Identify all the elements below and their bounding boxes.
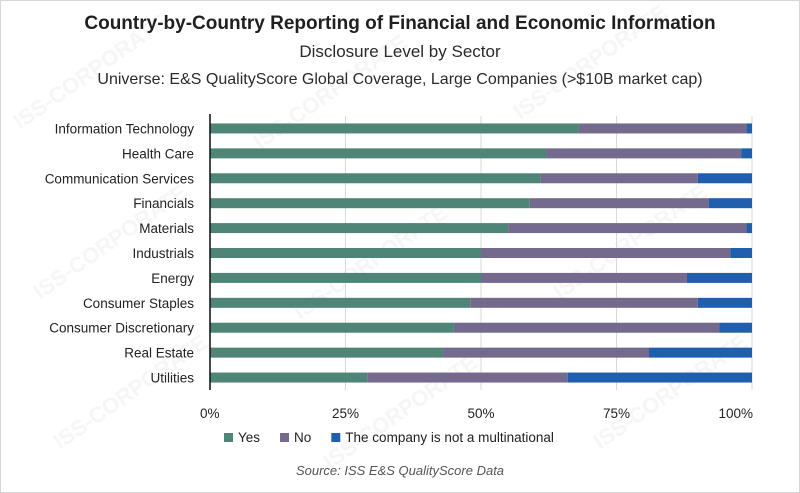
category-label: Communication Services — [45, 171, 195, 186]
bar-no-segment — [367, 372, 568, 383]
category-label: Consumer Discretionary — [49, 321, 194, 336]
bar-no-segment — [481, 248, 731, 258]
bar-the-segment — [697, 297, 752, 308]
bar-the-segment — [719, 322, 752, 333]
bar-yes-segment — [210, 322, 454, 333]
legend-label: The company is not a multinational — [345, 430, 554, 445]
bar-no-segment — [546, 148, 742, 159]
watermark-text: ISS-CORPORATE — [249, 29, 412, 154]
legend-swatch — [331, 433, 341, 442]
bar-no-segment — [529, 198, 709, 209]
bar-yes-segment — [210, 297, 471, 308]
category-label: Financials — [133, 196, 194, 211]
legend-label: Yes — [238, 430, 260, 445]
watermark-text: ISS-CORPORATE — [9, 9, 172, 134]
bar-the-segment — [697, 173, 752, 184]
x-tick-label: 75% — [603, 406, 630, 421]
bar-yes-segment — [210, 347, 444, 358]
bar-no-segment — [578, 123, 747, 134]
watermark-text: ISS-CORPORATE — [509, 0, 672, 124]
x-tick-label: 25% — [332, 406, 359, 421]
bar-yes-segment — [210, 198, 530, 209]
category-label: Materials — [139, 221, 194, 236]
legend-swatch — [224, 433, 233, 442]
bar-yes-segment — [210, 173, 541, 184]
category-label: Health Care — [122, 146, 194, 161]
bar-yes-segment — [210, 223, 509, 234]
bar-the-segment — [730, 248, 752, 258]
x-tick-label: 0% — [200, 406, 220, 421]
bar-the-segment — [567, 372, 752, 383]
x-tick-label: 50% — [467, 406, 494, 421]
bar-the-segment — [746, 123, 752, 134]
bar-no-segment — [508, 223, 747, 234]
bar-the-segment — [741, 148, 752, 159]
category-label: Utilities — [150, 371, 194, 386]
category-label: Consumer Staples — [83, 296, 194, 311]
category-label: Energy — [151, 271, 194, 286]
category-label: Information Technology — [55, 121, 195, 136]
bar-yes-segment — [210, 248, 481, 258]
bar-yes-segment — [210, 148, 547, 159]
bar-yes-segment — [210, 272, 481, 283]
bar-no-segment — [481, 272, 687, 283]
bar-the-segment — [686, 272, 752, 283]
legend-swatch — [280, 433, 290, 442]
bar-no-segment — [453, 322, 720, 333]
bar-yes-segment — [210, 372, 368, 383]
category-label: Real Estate — [124, 346, 194, 361]
bar-the-segment — [746, 223, 752, 234]
category-label: Industrials — [132, 246, 194, 261]
bar-the-segment — [708, 198, 752, 209]
watermark-text: ISS-CORPORATE — [549, 179, 712, 304]
x-tick-label: 100% — [718, 406, 753, 421]
bar-no-segment — [443, 347, 650, 358]
chart-source-note: Source: ISS E&S QualityScore Data — [295, 463, 505, 478]
bar-yes-segment — [210, 123, 579, 134]
chart-subtitle: Disclosure Level by Sector — [299, 42, 501, 61]
legend-label: No — [294, 430, 311, 445]
bar-no-segment — [470, 297, 698, 308]
chart-title: Country-by-Country Reporting of Financia… — [84, 13, 716, 34]
bar-no-segment — [540, 173, 698, 184]
bar-the-segment — [649, 347, 752, 358]
chart-universe-note: Universe: E&S QualityScore Global Covera… — [97, 71, 703, 88]
